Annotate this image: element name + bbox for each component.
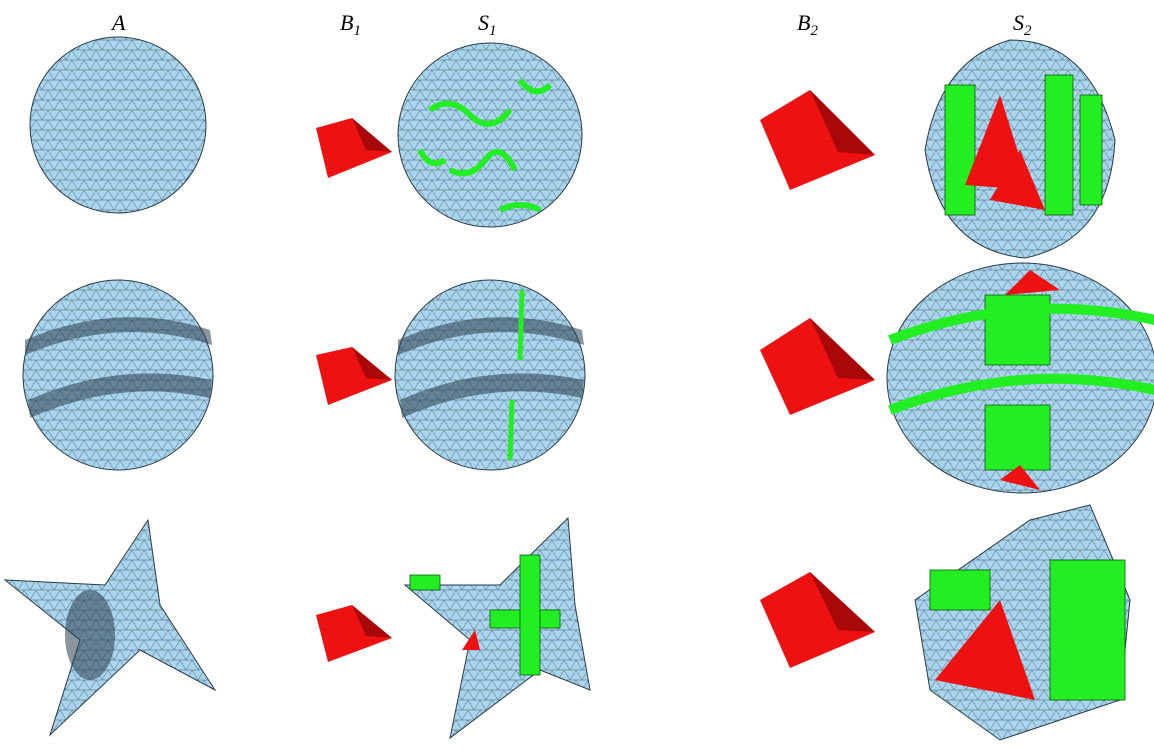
header-main: B bbox=[340, 10, 353, 35]
model-b2 bbox=[760, 90, 875, 190]
model-a bbox=[30, 37, 206, 213]
model-b1 bbox=[316, 347, 392, 405]
header-subscript: 2 bbox=[1024, 23, 1032, 39]
header-subscript: 1 bbox=[489, 23, 497, 39]
model-s1 bbox=[395, 280, 585, 470]
figure: AB1S1B2S2 bbox=[0, 0, 1154, 751]
model-s2 bbox=[887, 263, 1154, 493]
column-header: B1 bbox=[340, 10, 361, 39]
column-header: S2 bbox=[1013, 10, 1032, 39]
model-a bbox=[23, 280, 213, 470]
row-2 bbox=[23, 263, 1154, 493]
column-header: B2 bbox=[797, 10, 818, 39]
model-s2 bbox=[915, 505, 1130, 740]
model-s1 bbox=[405, 518, 590, 738]
model-s2 bbox=[925, 40, 1115, 258]
model-b1 bbox=[316, 118, 392, 178]
row-1 bbox=[30, 37, 1115, 258]
column-header: A bbox=[110, 10, 126, 35]
model-b2 bbox=[760, 572, 875, 668]
header-subscript: 1 bbox=[353, 23, 361, 39]
header-main: S bbox=[478, 10, 489, 35]
model-b1 bbox=[316, 605, 392, 662]
model-b2 bbox=[760, 318, 875, 415]
column-header: S1 bbox=[478, 10, 497, 39]
header-main: B bbox=[797, 10, 810, 35]
header-main: S bbox=[1013, 10, 1024, 35]
header-subscript: 2 bbox=[810, 23, 818, 39]
row-3 bbox=[5, 505, 1130, 740]
header-main: A bbox=[110, 10, 126, 35]
model-s1 bbox=[398, 43, 582, 227]
model-a bbox=[5, 520, 215, 735]
